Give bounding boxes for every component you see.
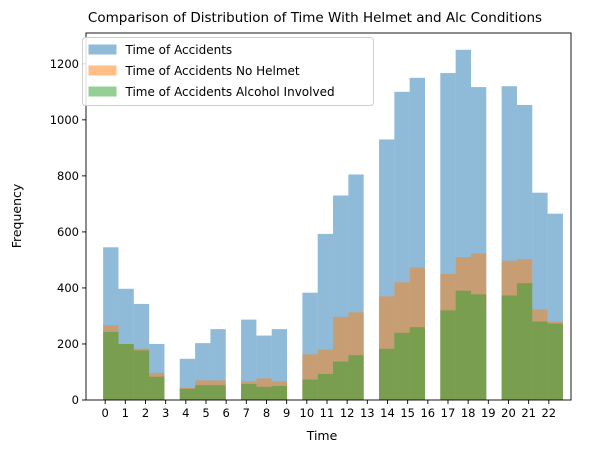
legend-box xyxy=(82,37,374,106)
x-tick-label: 21 xyxy=(521,406,536,420)
legend-label-time-of-accidents-no-helmet: Time of Accidents No Helmet xyxy=(125,64,300,78)
x-tick-label: 3 xyxy=(162,406,169,420)
y-tick-label: 600 xyxy=(57,225,79,239)
bar-time-of-accidents-alcohol-involved-8 xyxy=(256,386,272,400)
bar-time-of-accidents-alcohol-involved-14 xyxy=(379,348,395,400)
x-tick-label: 12 xyxy=(340,406,355,420)
bar-time-of-accidents-alcohol-involved-20 xyxy=(501,295,517,400)
bar-time-of-accidents-alcohol-involved-16 xyxy=(409,327,425,400)
bar-time-of-accidents-alcohol-involved-4 xyxy=(179,388,196,400)
y-tick-label: 400 xyxy=(57,281,79,295)
y-tick-label: 0 xyxy=(72,393,79,407)
x-tick-label: 14 xyxy=(380,406,395,420)
x-tick-label: 7 xyxy=(243,406,250,420)
y-tick-label: 800 xyxy=(57,169,79,183)
x-tick-label: 9 xyxy=(283,406,290,420)
bar-time-of-accidents-alcohol-involved-13 xyxy=(348,355,364,400)
chart-title: Comparison of Distribution of Time With … xyxy=(88,10,542,26)
bar-time-of-accidents-alcohol-involved-22 xyxy=(532,321,548,400)
x-tick-label: 10 xyxy=(300,406,315,420)
x-tick-label: 8 xyxy=(263,406,270,420)
bar-time-of-accidents-alcohol-involved-0 xyxy=(103,331,119,400)
bar-time-of-accidents-alcohol-involved-21 xyxy=(516,283,533,400)
bar-time-of-accidents-alcohol-involved-5 xyxy=(195,385,211,400)
x-tick-label: 20 xyxy=(501,406,516,420)
bar-time-of-accidents-alcohol-involved-2 xyxy=(133,350,150,400)
legend-label-time-of-accidents: Time of Accidents xyxy=(125,43,233,57)
x-tick-label: 6 xyxy=(222,406,229,420)
bar-time-of-accidents-alcohol-involved-7 xyxy=(241,384,257,400)
bar-time-of-accidents-alcohol-involved-11 xyxy=(317,373,334,400)
bar-time-of-accidents-7 xyxy=(241,319,257,400)
bar-time-of-accidents-alcohol-involved-10 xyxy=(302,379,318,400)
legend-label-time-of-accidents-alcohol-involved: Time of Accidents Alcohol Involved xyxy=(125,85,335,99)
x-tick-label: 11 xyxy=(320,406,335,420)
y-tick-label: 1000 xyxy=(50,113,79,127)
x-tick-label: 18 xyxy=(461,406,476,420)
legend-swatch-time-of-accidents-no-helmet xyxy=(88,65,117,76)
bar-time-of-accidents-alcohol-involved-17 xyxy=(440,310,456,400)
x-tick-label: 5 xyxy=(202,406,209,420)
plot-frame xyxy=(85,32,572,401)
x-tick-label: 15 xyxy=(400,406,415,420)
y-tick-label: 200 xyxy=(57,337,79,351)
bar-time-of-accidents-alcohol-involved-1 xyxy=(118,343,134,400)
y-tick-label: 1200 xyxy=(50,57,79,71)
bar-time-of-accidents-alcohol-involved-23 xyxy=(547,323,563,400)
x-tick-label: 4 xyxy=(182,406,189,420)
bar-time-of-accidents-alcohol-involved-3 xyxy=(149,376,165,400)
bar-time-of-accidents-alcohol-involved-19 xyxy=(470,294,487,400)
x-axis-ticks: 0 1 2 3 4 5 6 7 8 9 10 11 12 13 14 15 16 17 18 19 20 21 22 xyxy=(101,400,556,420)
x-tick-label: 22 xyxy=(541,406,556,420)
x-axis-label: Time xyxy=(306,428,338,443)
bars-group xyxy=(103,49,563,401)
x-tick-label: 2 xyxy=(142,406,149,420)
legend: Time of Accidents Time of Accidents No He… xyxy=(82,37,374,106)
y-axis-label: Frequency xyxy=(9,183,24,248)
x-tick-label: 13 xyxy=(360,406,375,420)
bar-time-of-accidents-alcohol-involved-15 xyxy=(394,332,410,400)
bar-time-of-accidents-alcohol-involved-12 xyxy=(333,361,349,400)
legend-swatch-time-of-accidents xyxy=(88,44,117,55)
x-tick-label: 0 xyxy=(101,406,108,420)
x-tick-label: 19 xyxy=(481,406,496,420)
bar-time-of-accidents-alcohol-involved-6 xyxy=(210,385,226,400)
x-tick-label: 1 xyxy=(122,406,129,420)
bar-time-of-accidents-alcohol-involved-18 xyxy=(455,290,471,400)
x-tick-label: 17 xyxy=(441,406,456,420)
x-tick-label: 16 xyxy=(420,406,435,420)
bar-time-of-accidents-alcohol-involved-9 xyxy=(271,385,288,400)
legend-swatch-time-of-accidents-alcohol-involved xyxy=(88,86,117,97)
y-axis-ticks: 0 200 400 600 800 1000 1200 xyxy=(50,57,86,407)
